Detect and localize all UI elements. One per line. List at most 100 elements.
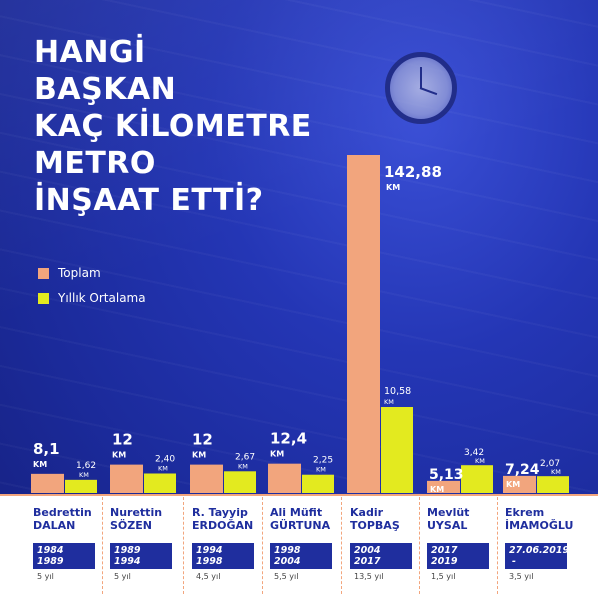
data-label-average: 2,07 [540, 459, 560, 469]
term-years-badge: 1984 1989 [33, 543, 95, 569]
term-duration: 13,5 yıl [354, 572, 384, 581]
mayor-name: Kadir TOPBAŞ [350, 506, 400, 532]
mayor-last-name: ERDOĞAN [192, 519, 254, 532]
term-start: 27.06.2019 [509, 545, 570, 556]
bar-average [224, 471, 256, 493]
data-label-unit: KM [33, 460, 47, 469]
data-label-total: 7,24 [505, 462, 540, 478]
data-label-unit: KM [112, 451, 126, 460]
baseline-divider [0, 494, 598, 497]
bar-average [537, 476, 569, 493]
term-start: 2004 [354, 545, 381, 556]
term-start: 1989 [114, 545, 141, 556]
term-end: 2004 [274, 556, 301, 567]
mayor-name: Ekrem İMAMOĞLU [505, 506, 573, 532]
mayor-first-name: Ekrem [505, 506, 545, 519]
data-label-unit: KM [79, 471, 89, 479]
term-duration: 3,5 yıl [509, 572, 534, 581]
mayor-last-name: UYSAL [427, 519, 468, 532]
column-separator [102, 497, 103, 594]
term-years-badge: 1994 1998 [192, 543, 254, 569]
data-label-unit: KM [551, 468, 561, 476]
bar-average [461, 465, 493, 493]
legend-swatch-average [38, 292, 49, 304]
title-line-4: METRO [34, 146, 156, 181]
mayor-first-name: Kadir [350, 506, 384, 519]
data-label-average: 2,25 [313, 456, 333, 466]
bar-total [190, 464, 223, 493]
term-end: 1989 [37, 556, 64, 567]
data-label-average: 3,42 [464, 448, 484, 458]
mayor-name: Ali Müfit GÜRTUNA [270, 506, 330, 532]
term-duration: 1,5 yıl [431, 572, 456, 581]
clock-icon [385, 52, 457, 124]
term-years-badge: 2017 2019 [427, 543, 489, 569]
mayor-last-name: SÖZEN [110, 519, 152, 532]
mayor-last-name: DALAN [33, 519, 76, 532]
column-separator [419, 497, 420, 594]
legend-item-total: Toplam [38, 262, 146, 284]
bar-total [268, 463, 301, 493]
bar-average [302, 474, 334, 493]
mayor-last-name: GÜRTUNA [270, 519, 331, 532]
mayor-name: Nurettin SÖZEN [110, 506, 162, 532]
term-start: 1998 [274, 545, 301, 556]
bar-total [31, 473, 64, 493]
title-line-3: KAÇ KİLOMETRE [34, 109, 312, 144]
data-label-unit: KM [192, 451, 206, 460]
data-label-unit: KM [386, 183, 400, 192]
data-label-total: 12 [112, 431, 133, 449]
mayor-first-name: Bedrettin [33, 506, 92, 519]
mayor-name: Bedrettin DALAN [33, 506, 92, 532]
data-label-unit: KM [430, 485, 444, 494]
term-end: 2017 [354, 556, 381, 567]
bar-total [503, 475, 536, 493]
mayor-first-name: Ali Müfit [270, 506, 323, 519]
term-start: 1994 [196, 545, 223, 556]
mayor-name: R. Tayyip ERDOĞAN [192, 506, 253, 532]
term-years-badge: 1989 1994 [110, 543, 172, 569]
bar-average [65, 479, 97, 493]
data-label-total: 12 [192, 431, 213, 449]
data-label-unit: KM [158, 464, 168, 472]
chart-title: HANGİ BAŞKAN KAÇ KİLOMETRE METRO İNŞAAT … [34, 34, 334, 219]
mayor-name: Mevlüt UYSAL [427, 506, 469, 532]
legend-label-total: Toplam [58, 266, 101, 280]
term-end: 2019 [431, 556, 458, 567]
data-label-unit: KM [475, 457, 485, 465]
data-label-total: 142,88 [384, 163, 442, 181]
data-label-unit: KM [238, 462, 248, 470]
bar-average [381, 407, 413, 493]
term-duration: 4,5 yıl [196, 572, 221, 581]
term-end: - [512, 556, 516, 567]
data-label-average: 1,62 [76, 461, 96, 471]
term-start: 2017 [431, 545, 458, 556]
title-line-2: BAŞKAN [34, 72, 177, 107]
term-duration: 5 yıl [37, 572, 54, 581]
bar-total [110, 464, 143, 493]
data-label-total: 5,13 [429, 467, 464, 483]
column-separator [262, 497, 263, 594]
title-line-5: İNŞAAT ETTİ? [34, 183, 264, 218]
legend-item-average: Yıllık Ortalama [38, 287, 146, 309]
mayor-first-name: Mevlüt [427, 506, 470, 519]
data-label-unit: KM [316, 466, 326, 474]
title-line-1: HANGİ [34, 35, 146, 70]
mayor-first-name: R. Tayyip [192, 506, 248, 519]
mayor-first-name: Nurettin [110, 506, 163, 519]
term-years-badge: 1998 2004 [270, 543, 332, 569]
legend-swatch-total [38, 267, 49, 279]
term-duration: 5 yıl [114, 572, 131, 581]
term-years-badge: 2004 2017 [350, 543, 412, 569]
data-label-unit: KM [384, 398, 394, 406]
mayor-last-name: TOPBAŞ [350, 519, 400, 532]
column-separator [497, 497, 498, 594]
data-label-average: 2,67 [235, 452, 255, 462]
mayor-last-name: İMAMOĞLU [505, 519, 574, 532]
data-label-average: 10,58 [384, 386, 411, 397]
term-end: 1998 [196, 556, 223, 567]
data-label-unit: KM [270, 450, 284, 459]
term-duration: 5,5 yıl [274, 572, 299, 581]
legend-label-average: Yıllık Ortalama [58, 291, 146, 305]
